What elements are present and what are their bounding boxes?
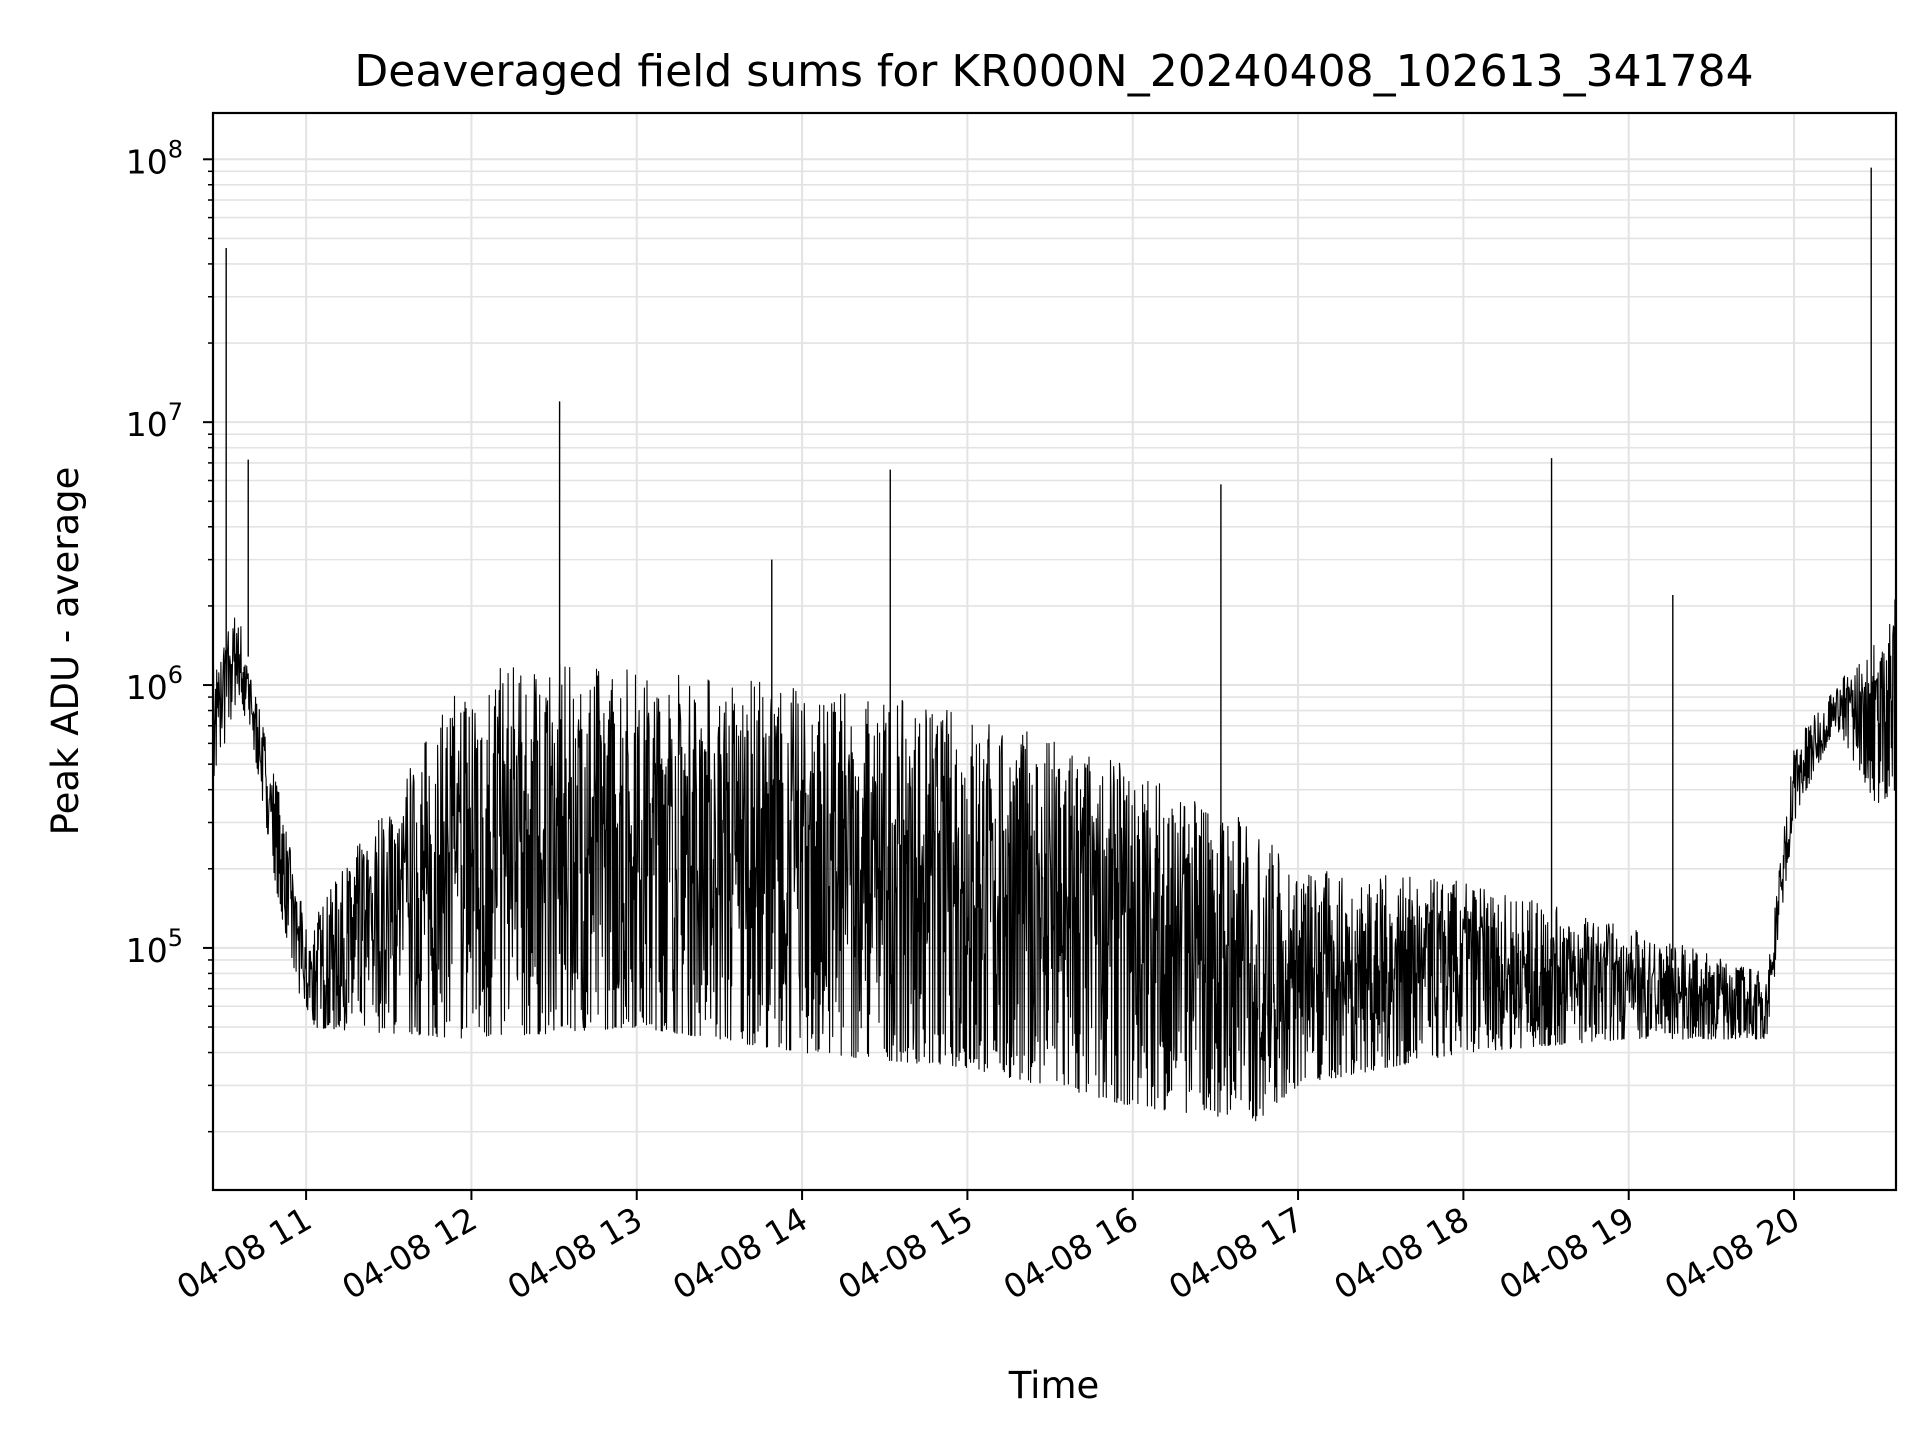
- series-trace: [212, 599, 1897, 1122]
- series-line: [212, 167, 1897, 1122]
- plot-frame: [211, 111, 1898, 1192]
- y-axis-label: Peak ADU - average: [44, 467, 87, 836]
- y-tick-label: 106: [126, 661, 183, 707]
- y-tick-label: 108: [126, 135, 183, 181]
- y-tick-label: 107: [126, 398, 183, 444]
- chart-title: Deaveraged field sums for KR000N_2024040…: [354, 46, 1753, 97]
- x-axis-label: Time: [1008, 1364, 1100, 1407]
- y-tick-label: 105: [126, 924, 183, 970]
